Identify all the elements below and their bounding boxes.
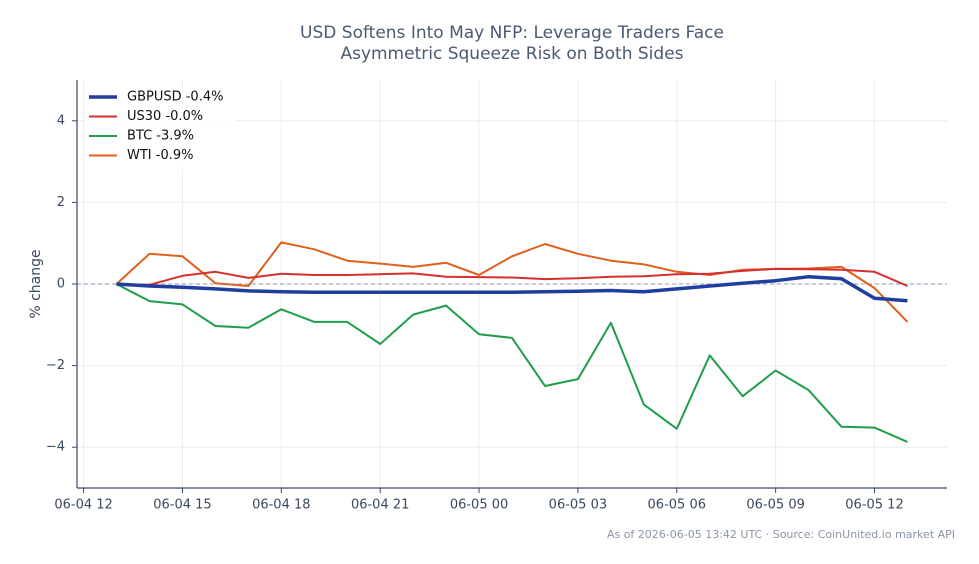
x-tick-label: 06-04 15 xyxy=(153,498,211,513)
series-line xyxy=(116,274,908,303)
x-tick-label: 06-05 12 xyxy=(845,498,903,513)
source-note: As of 2026-06-05 13:42 UTC · Source: Coi… xyxy=(607,528,955,541)
y-tick-label: 4 xyxy=(57,113,65,128)
x-tick-label: 06-05 06 xyxy=(648,498,706,513)
x-tick-label: 06-05 09 xyxy=(746,498,804,513)
legend-label: US30 -0.0% xyxy=(127,109,203,124)
x-tick-label: 06-04 21 xyxy=(351,498,409,513)
x-tick-label: 06-05 00 xyxy=(450,498,508,513)
legend-label: BTC -3.9% xyxy=(127,129,194,144)
series-line xyxy=(116,267,908,287)
series-line xyxy=(115,241,909,323)
y-tick-label: 0 xyxy=(57,277,65,292)
legend-label: WTI -0.9% xyxy=(127,148,193,163)
x-tick-label: 06-04 18 xyxy=(252,498,310,513)
series-line xyxy=(116,283,908,443)
x-tick-label: 06-04 12 xyxy=(54,498,112,513)
legend-label: GBPUSD -0.4% xyxy=(127,90,223,105)
y-tick-label: 2 xyxy=(57,195,65,210)
x-tick-label: 06-05 03 xyxy=(549,498,607,513)
y-tick-label: −4 xyxy=(46,440,65,455)
chart-title: USD Softens Into May NFP: Leverage Trade… xyxy=(300,23,724,64)
y-axis-label: % change xyxy=(28,249,44,318)
y-tick-label: −2 xyxy=(46,358,65,373)
